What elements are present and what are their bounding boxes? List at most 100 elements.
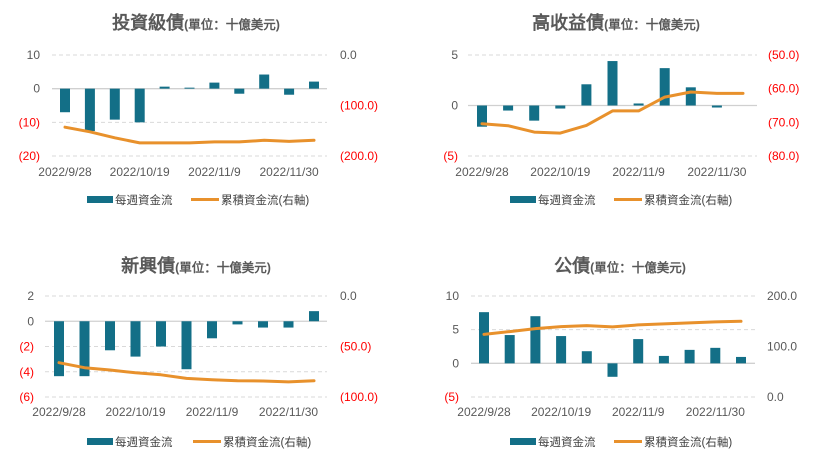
flow-bar — [309, 311, 319, 322]
flow-bar — [232, 321, 243, 325]
y-left-tick-label: 0 — [452, 356, 459, 370]
cumulative-flow-line — [480, 90, 745, 135]
flow-bar — [258, 321, 268, 328]
flow-bar — [79, 321, 90, 377]
y-left-tick-label: 2 — [27, 289, 34, 303]
plot-area: 10 5 0 (5) 200.0 100.0 0.0 2022/9/28 2022/10/19 2… — [444, 289, 797, 419]
svg-text:公債(單位：十億美元): 公債(單位：十億美元) — [554, 255, 686, 276]
y-left-tick-label: (4) — [19, 365, 34, 379]
y-left-tick-label: 5 — [451, 48, 458, 62]
flow-bar — [309, 81, 319, 89]
chart-unit: (單位：十億美元) — [604, 17, 700, 32]
y-right-tick-label: 0.0 — [767, 390, 784, 404]
flow-bar — [477, 105, 487, 127]
flow-bar — [529, 105, 540, 121]
svg-text:高收益債(單位：十億美元): 高收益債(單位：十億美元) — [532, 12, 700, 33]
flow-bar — [633, 339, 644, 364]
legend: 每週資金流 累積資金流(右軸) — [510, 435, 732, 449]
legend-bar-label: 每週資金流 — [538, 193, 596, 207]
y-left-tick-label: 0 — [451, 99, 458, 113]
legend: 每週資金流 累積資金流(右軸) — [87, 435, 311, 449]
y-right-tick-label: (80.0) — [768, 149, 799, 163]
y-left-tick-label: (20) — [19, 149, 40, 163]
flow-bar — [503, 105, 514, 111]
svg-text:新興債(單位：十億美元): 新興債(單位：十億美元) — [121, 255, 271, 276]
chart-unit: (單位：十億美元) — [590, 260, 686, 275]
x-tick-label: 2022/11/9 — [188, 165, 241, 179]
flow-bar — [530, 316, 541, 364]
chart-unit: (單位：十億美元) — [184, 17, 280, 32]
legend-line-label: 累積資金流(右軸) — [223, 435, 311, 449]
chart-unit: (單位：十億美元) — [175, 260, 271, 275]
y-right-tick-label: 200.0 — [767, 289, 797, 303]
flow-bar — [736, 356, 746, 364]
y-right-tick-label: (100.0) — [340, 390, 378, 404]
legend-line-label: 累積資金流(右軸) — [644, 193, 732, 207]
x-tick-label: 2022/9/28 — [32, 405, 86, 419]
legend: 每週資金流 累積資金流(右軸) — [87, 193, 309, 207]
y-left-tick-label: (10) — [19, 115, 40, 129]
legend-line-label: 累積資金流(右軸) — [644, 435, 732, 449]
chart-investment-grade: 投資級債(單位：十億美元) — [112, 12, 280, 33]
flow-bar — [711, 105, 722, 108]
flow-bar — [607, 363, 618, 377]
flow-bar — [684, 349, 695, 364]
flow-bar — [209, 82, 220, 89]
flow-bar — [284, 88, 295, 95]
x-tick-label: 2022/10/19 — [530, 165, 590, 179]
flow-bar — [60, 88, 70, 113]
svg-text:投資級債(單位：十億美元): 投資級債(單位：十億美元) — [112, 12, 280, 33]
y-left-tick-label: 0 — [33, 82, 40, 96]
chart-title: 公債 — [554, 255, 590, 276]
flow-bar — [581, 351, 592, 364]
y-right-tick-label: 100.0 — [767, 340, 797, 354]
plot-area: 2 0 (2) (4) (6) 0.0 (50.0) (100.0) 2022/9/28 2022… — [19, 289, 378, 419]
y-right-tick-label: (50.0) — [768, 48, 799, 62]
cumulative-flow-line — [63, 125, 316, 145]
flow-bar — [658, 355, 669, 364]
x-tick-label: 2022/10/19 — [110, 165, 170, 179]
plot-area: 5 0 (5) (50.0) (60.0) (70.0) (80.0) 2022/9/28 20… — [443, 48, 799, 179]
flow-bar — [685, 87, 696, 106]
flow-bar — [156, 321, 166, 347]
x-tick-label: 2022/11/9 — [186, 405, 239, 419]
flow-bar — [159, 86, 170, 89]
flow-bar — [556, 336, 567, 364]
chart-high-yield: 高收益債(單位：十億美元) — [532, 12, 700, 33]
flow-bar — [555, 105, 566, 109]
legend-line-label: 累積資金流(右軸) — [221, 193, 309, 207]
x-tick-label: 2022/11/30 — [260, 165, 319, 179]
y-right-tick-label: (60.0) — [768, 82, 799, 96]
cumulative-flow-line — [482, 319, 743, 336]
chart-title: 投資級債 — [112, 12, 184, 33]
y-left-tick-label: (5) — [444, 390, 459, 404]
flow-bar — [207, 321, 217, 339]
cumulative-flow-line — [57, 361, 316, 384]
flow-bar — [181, 321, 192, 370]
legend-bar-label: 每週資金流 — [115, 193, 173, 207]
flow-bar — [105, 321, 115, 351]
x-tick-label: 2022/11/9 — [612, 165, 665, 179]
flow-bar — [259, 74, 270, 89]
x-tick-label: 2022/9/28 — [457, 405, 511, 419]
flow-bar — [504, 335, 515, 364]
legend-bar-swatch — [87, 196, 113, 203]
chart-title: 新興債 — [121, 255, 175, 276]
flow-bar — [234, 88, 245, 94]
legend-bar-swatch — [510, 438, 536, 445]
chart-emerging-market: 新興債(單位：十億美元) — [121, 255, 271, 276]
flow-bar — [84, 88, 95, 132]
y-right-tick-label: (50.0) — [340, 340, 371, 354]
y-left-tick-label: (6) — [19, 390, 34, 404]
flow-bar — [283, 321, 294, 328]
x-tick-label: 2022/11/30 — [259, 405, 318, 419]
chart-title: 高收益債 — [532, 12, 604, 33]
y-left-tick-label: 0 — [27, 314, 34, 328]
flow-bar — [710, 347, 721, 364]
flow-bar — [134, 88, 145, 123]
x-tick-label: 2022/9/28 — [38, 165, 92, 179]
flow-bar — [109, 88, 120, 120]
x-tick-label: 2022/11/9 — [612, 405, 665, 419]
legend-bar-label: 每週資金流 — [115, 435, 173, 449]
